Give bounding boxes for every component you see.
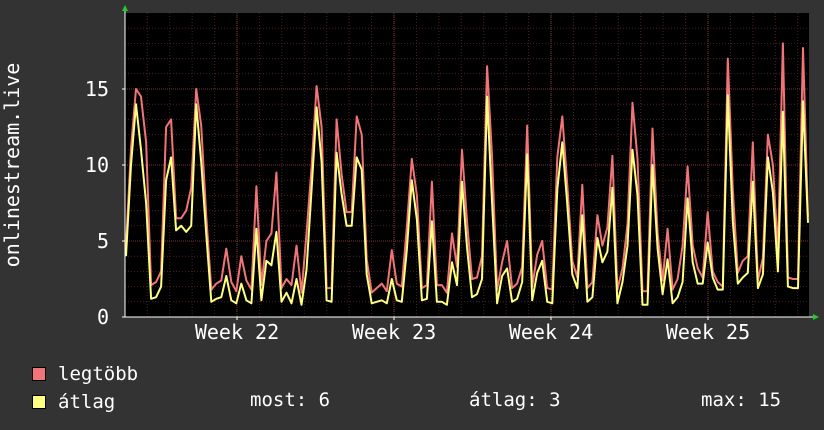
y-tick-label: 5 (97, 229, 109, 253)
y-axis-arrow (122, 5, 128, 11)
legend-item-average: átlag (32, 390, 115, 414)
x-tick-labels: Week 22 Week 23 Week 24 Week 25 (195, 320, 750, 344)
x-axis-arrow (813, 314, 819, 320)
stat-maximum: max: 15 (701, 389, 782, 411)
x-tick-label: Week 25 (666, 320, 750, 344)
series-line-average (125, 94, 809, 306)
y-tick-label: 0 (97, 305, 109, 329)
y-tick-labels: 0 5 10 15 (85, 77, 109, 329)
series-layer (125, 42, 809, 306)
series-line-max (125, 42, 809, 294)
legend-label-average: átlag (58, 391, 116, 413)
legend-swatch-max (32, 367, 46, 381)
stat-average: átlag: 3 (469, 389, 561, 411)
y-axis-label: onlinestream.live (0, 63, 24, 268)
major-grid (125, 13, 809, 317)
y-tick-label: 15 (85, 77, 109, 101)
legend-swatch-average (32, 395, 46, 409)
legend-label-max: legtöbb (58, 363, 139, 385)
x-tick-label: Week 23 (352, 320, 436, 344)
x-tick-label: Week 22 (195, 320, 279, 344)
stat-current: most: 6 (250, 389, 331, 411)
axes (122, 5, 819, 320)
x-tick-label: Week 24 (509, 320, 593, 344)
legend-item-max: legtöbb (32, 362, 138, 386)
y-tick-label: 10 (85, 153, 109, 177)
